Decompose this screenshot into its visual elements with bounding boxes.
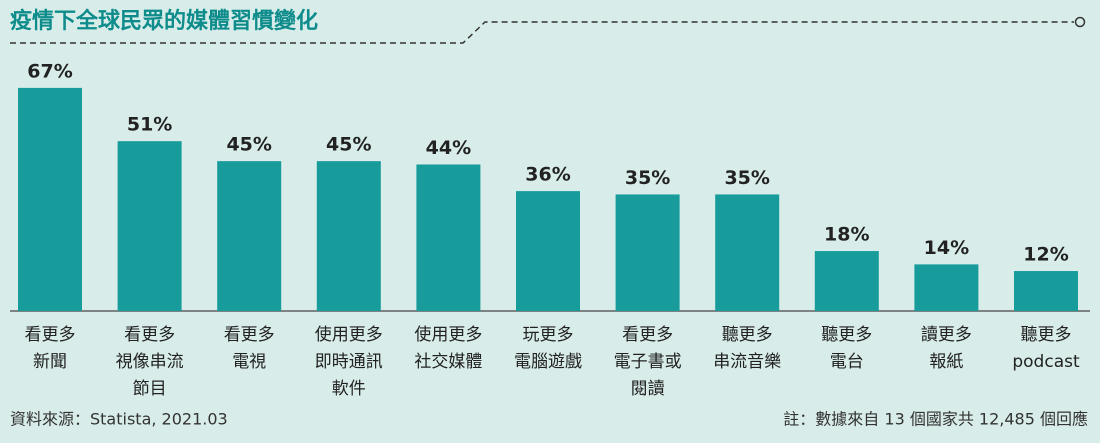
category-label: 閱讀 [631,379,665,399]
note: 註：數據來自 13 個國家共 12,485 個回應 [783,410,1088,429]
category-label: 看更多 [622,325,673,345]
category-label: 讀更多 [921,325,972,345]
category-label: 看更多 [124,325,175,345]
category-label: 電視 [232,352,266,372]
category-label: 看更多 [25,325,76,345]
bar [316,161,381,311]
bar [516,191,580,311]
category-label: 聽更多 [722,325,773,345]
bar [914,264,979,311]
bar [416,164,481,311]
category-label: 電子書或 [614,352,682,372]
category-label: podcast [1012,352,1080,372]
bar [217,161,282,311]
category-label: 串流音樂 [713,352,781,372]
category-label: 使用更多 [414,324,482,345]
decor-dot [1074,16,1086,28]
value-label: 45% [226,134,271,156]
value-label: 35% [724,167,769,189]
source: 資料來源：Statista, 2021.03 [10,410,228,429]
value-label: 14% [924,237,969,259]
category-label: 視像串流 [116,352,184,372]
bar [1014,271,1078,311]
value-label: 44% [426,137,471,159]
value-label: 18% [824,224,869,246]
category-label: 聽更多 [821,325,872,345]
category-label: 玩更多 [523,325,574,345]
chart-title: 疫情下全球民眾的媒體習慣變化 [10,8,318,34]
value-label: 35% [625,167,670,189]
category-label: 聽更多 [1021,325,1072,345]
bar [615,194,680,311]
category-label: 社交媒體 [414,352,482,372]
value-label: 36% [525,164,570,186]
category-label: 節目 [133,379,167,399]
bar [18,87,82,311]
bar [814,251,879,311]
category-label: 即時通訊 [315,352,383,372]
value-label: 51% [127,114,172,136]
category-label: 報紙 [929,352,963,372]
category-label: 電腦遊戲 [514,352,582,372]
bar [715,194,780,311]
value-label: 12% [1023,244,1068,266]
category-label: 電台 [830,352,864,372]
category-label: 使用更多 [315,324,383,345]
category-label: 看更多 [224,325,275,345]
category-label: 新聞 [33,352,67,372]
bar [117,141,182,311]
category-label: 軟件 [332,379,366,399]
value-label: 67% [27,60,72,82]
value-label: 45% [326,134,371,156]
